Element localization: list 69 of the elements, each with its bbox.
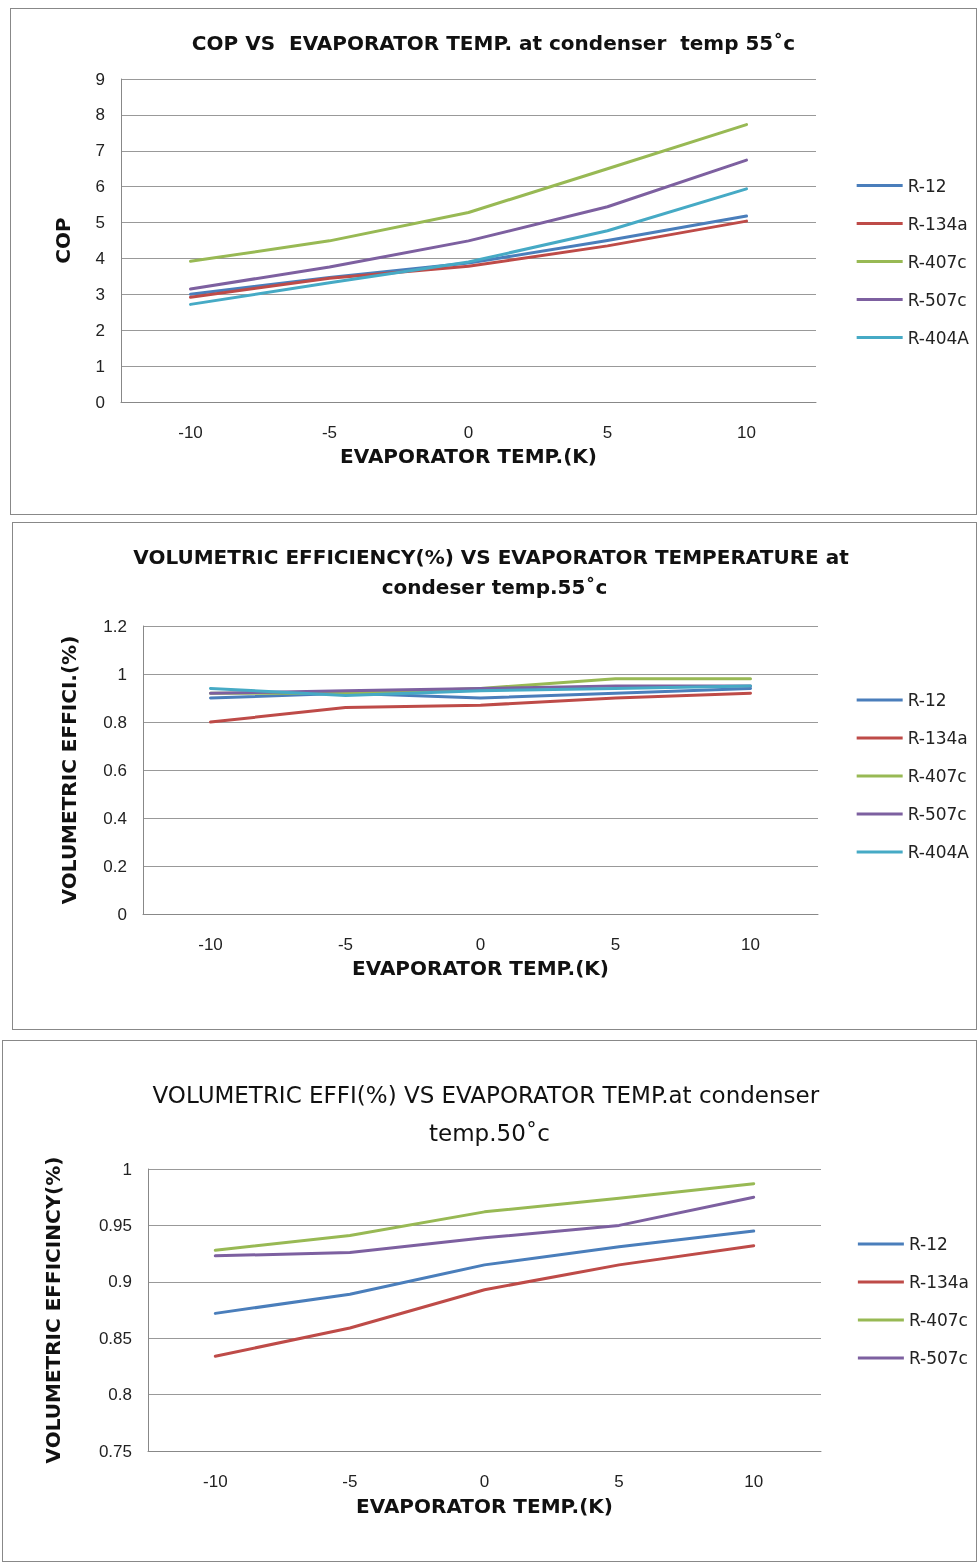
x-tick-label: 0 <box>475 935 486 954</box>
x-tick-label: -10 <box>198 935 223 954</box>
y-tick-label: 0.8 <box>108 1385 132 1405</box>
line-series <box>213 1244 756 1358</box>
y-tick-label: 1.2 <box>103 616 127 636</box>
x-axis-title: EVAPORATOR TEMP.(K) <box>356 1494 613 1518</box>
chart-title: VOLUMETRIC EFFI(%) VS EVAPORATOR TEMP.at condenser temp.50˚c <box>152 1082 827 1146</box>
x-tick-label: -5 <box>337 935 354 954</box>
y-tick-label: 3 <box>95 284 105 304</box>
x-tick-label: 5 <box>602 423 613 442</box>
x-tick-label: 10 <box>741 935 760 954</box>
legend-label: R-507c <box>907 804 967 824</box>
x-tick-label: 5 <box>614 1472 624 1491</box>
legend-label: R-12 <box>907 690 947 710</box>
line-series <box>209 691 752 724</box>
line-series <box>213 1182 756 1252</box>
x-tick-label: -10 <box>178 423 203 442</box>
x-tick-label: -5 <box>342 1472 358 1491</box>
x-axis-title: EVAPORATOR TEMP.(K) <box>340 443 597 468</box>
x-tick-label: 10 <box>737 423 756 442</box>
legend-label: R-134a <box>908 1272 969 1292</box>
x-tick-label: 10 <box>744 1472 764 1491</box>
x-tick-label: -5 <box>321 423 338 442</box>
x-tick-label: 0 <box>479 1472 490 1491</box>
legend-label: R-404A <box>907 327 970 348</box>
legend-label: R-507c <box>908 1348 968 1368</box>
y-tick-label: 0.95 <box>98 1215 132 1235</box>
y-axis-title: VOLUMETRIC EFFICINCY(%) <box>41 1156 65 1464</box>
legend-label: R-12 <box>908 1234 948 1254</box>
y-tick-label: 0.2 <box>103 856 127 876</box>
x-tick-label: 0 <box>463 423 474 442</box>
legend-label: R-404A <box>907 842 970 862</box>
legend-label: R-134a <box>907 728 968 748</box>
y-tick-label: 1 <box>95 356 105 376</box>
line-series <box>189 187 748 306</box>
legend-label: R-407c <box>907 251 967 272</box>
legend-label: R-407c <box>907 766 967 786</box>
y-tick-label: 9 <box>95 69 105 89</box>
y-tick-label: 0 <box>117 904 127 924</box>
x-axis-title: EVAPORATOR TEMP.(K) <box>352 955 609 980</box>
line-series <box>189 123 748 263</box>
y-tick-label: 1 <box>122 1159 132 1179</box>
chart-title: COP VS EVAPORATOR TEMP. at condenser temp 55˚c <box>191 31 796 55</box>
y-axis-title: COP <box>51 217 75 264</box>
y-tick-label: 1 <box>117 664 127 684</box>
legend-label: R-12 <box>907 175 947 196</box>
y-tick-label: 7 <box>95 141 105 161</box>
y-tick-label: 6 <box>95 177 105 197</box>
y-tick-label: 0.85 <box>98 1328 132 1348</box>
y-tick-label: 5 <box>95 213 105 233</box>
y-tick-label: 8 <box>95 105 105 125</box>
y-tick-label: 4 <box>95 248 105 268</box>
legend-label: R-134a <box>907 213 968 234</box>
y-tick-label: 0.9 <box>108 1272 132 1292</box>
legend-label: R-507c <box>907 289 967 310</box>
line-series <box>213 1229 756 1315</box>
y-tick-label: 0.4 <box>103 808 127 828</box>
y-tick-label: 2 <box>95 320 105 340</box>
y-tick-label: 0.6 <box>103 760 127 780</box>
chart-title: VOLUMETRIC EFFICIENCY(%) VS EVAPORATOR TEMPERATURE at condeser temp.55˚c <box>133 545 856 599</box>
y-tick-label: 0.8 <box>103 712 127 732</box>
line-series <box>189 158 748 291</box>
line-series <box>213 1195 756 1258</box>
y-tick-label: 0 <box>95 392 105 412</box>
y-axis-title: VOLUMETRIC EFFICI.(%) <box>57 635 81 905</box>
legend-label: R-407c <box>908 1310 968 1330</box>
x-tick-label: 5 <box>610 935 621 954</box>
y-tick-label: 0.75 <box>98 1441 132 1461</box>
x-tick-label: -10 <box>203 1472 228 1491</box>
